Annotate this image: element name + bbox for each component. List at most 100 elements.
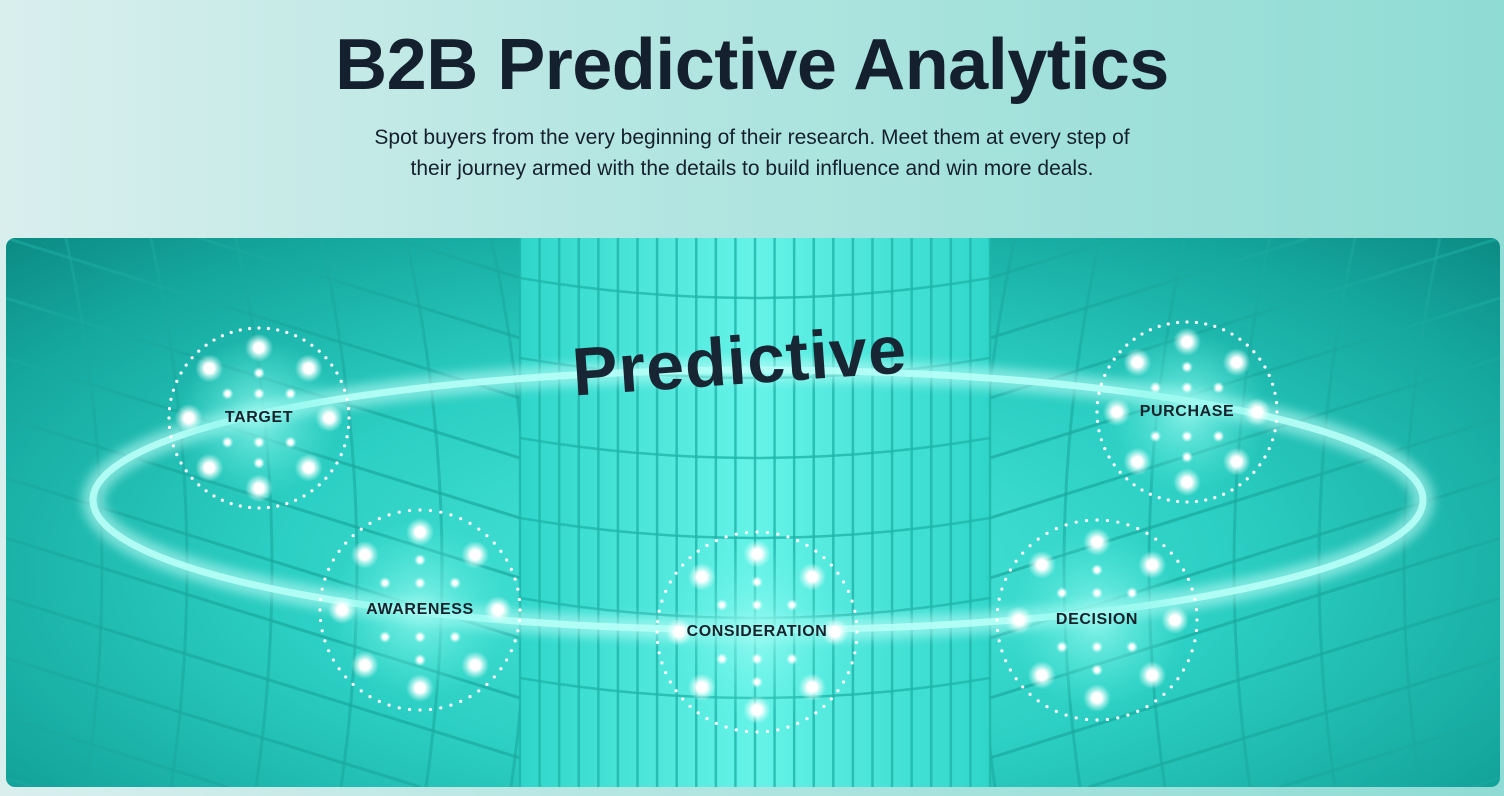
node-dot — [350, 540, 379, 569]
node-ring-dot — [1162, 692, 1166, 696]
node-ring-dot — [1140, 488, 1144, 492]
node-small-dot — [1091, 641, 1103, 653]
node-ring-dot — [1118, 350, 1122, 354]
node-small-dot — [1181, 361, 1193, 373]
node-ring-dot — [317, 483, 321, 487]
node-ring-dot — [1273, 429, 1277, 433]
node-dot — [1083, 528, 1111, 556]
node-small-dot — [414, 554, 426, 566]
page-subtitle: Spot buyers from the very beginning of t… — [0, 122, 1504, 184]
node-ring-dot — [688, 556, 692, 560]
node-ring-dot — [1182, 568, 1186, 572]
grid-line — [989, 238, 1310, 340]
node-small-dot — [1181, 381, 1193, 394]
node-ring-dot — [1107, 365, 1111, 369]
node-ring-dot — [397, 706, 401, 710]
node-ring-dot — [668, 680, 672, 684]
node-ring-dot — [1194, 499, 1199, 504]
node-dot — [687, 673, 716, 702]
node-dot — [1027, 550, 1056, 579]
node-ring-dot — [418, 508, 422, 512]
node-ring-dot — [705, 543, 709, 547]
node-glow — [330, 520, 510, 700]
node-ring-dot — [995, 618, 999, 622]
node-ring-dot — [664, 589, 668, 593]
node-ring-dot — [485, 534, 489, 538]
node-ring-dot — [1021, 685, 1025, 689]
node-ring-dot — [1045, 705, 1049, 709]
stage-node-target — [167, 326, 351, 510]
node-ring-dot — [323, 639, 327, 643]
node-ring-dot — [1169, 685, 1173, 689]
node-ring-dot — [734, 728, 738, 732]
node-ring-dot — [1045, 531, 1049, 535]
node-ring-dot — [1103, 373, 1107, 377]
node-ring-dot — [179, 461, 183, 465]
node-ring-dot — [320, 587, 324, 591]
node-ring-dot — [184, 363, 188, 367]
node-ring-dot — [1036, 699, 1040, 703]
node-ring-dot — [805, 543, 809, 547]
node-ring-dot — [836, 571, 840, 575]
node-ring-dot — [247, 326, 252, 331]
node-ring-dot — [734, 532, 738, 536]
node-ring-dot — [175, 379, 179, 383]
node-ring-dot — [765, 530, 770, 535]
node-ring-dot — [674, 689, 678, 693]
node-ring-dot — [688, 704, 692, 708]
node-ring-dot — [1140, 332, 1144, 336]
node-ring-dot — [1258, 463, 1262, 467]
node-ring-dot — [1054, 709, 1058, 713]
node-ring-dot — [1099, 438, 1104, 442]
node-ring-dot — [829, 697, 833, 701]
node-dot — [1173, 327, 1201, 356]
node-dot — [315, 404, 344, 432]
node-ring-dot — [1274, 419, 1279, 424]
node-small-dot — [1126, 587, 1138, 599]
node-ring-dot — [850, 661, 854, 665]
cylinder-line — [519, 516, 991, 540]
grid-line — [6, 656, 421, 787]
node-ring-dot — [1267, 373, 1271, 377]
node-dot — [1173, 468, 1201, 497]
node-ring-dot — [190, 356, 194, 360]
node-ring-dot — [655, 640, 660, 645]
node-ring-dot — [331, 558, 335, 562]
funnel-illustration: Predictive TARGET AWARENESS CONSIDERATIO… — [6, 238, 1500, 787]
grid-line — [1317, 238, 1357, 787]
node-ring-dot — [238, 504, 242, 508]
node-dot — [798, 673, 827, 702]
node-ring-dot — [190, 476, 194, 480]
node-ring-dot — [175, 453, 179, 457]
stage-node-awareness — [318, 508, 522, 712]
node-ring-dot — [477, 689, 481, 693]
node-ring-dot — [842, 680, 846, 684]
node-ring-dot — [1194, 320, 1199, 325]
node-ring-dot — [347, 416, 351, 420]
grid-line — [6, 776, 36, 787]
node-dot — [174, 404, 203, 432]
node-ring-dot — [285, 330, 289, 335]
node-ring-dot — [1095, 718, 1099, 722]
node-ring-dot — [337, 549, 341, 553]
subtitle-line-2: their journey armed with the details to … — [410, 157, 1094, 180]
node-ring-dot — [302, 338, 306, 342]
node-small-dot — [253, 367, 265, 379]
node-ring-dot — [1074, 520, 1078, 524]
node-small-dot — [379, 577, 391, 589]
node-ring-dot — [368, 521, 372, 525]
node-small-dot — [786, 599, 798, 611]
node-ring-dot — [1222, 328, 1226, 332]
node-ring-dot — [664, 671, 668, 675]
node-ring-dot — [449, 513, 453, 517]
node-ring-dot — [468, 695, 472, 699]
node-ring-dot — [318, 618, 323, 623]
node-ring-dot — [1084, 518, 1089, 523]
grid-line — [1062, 238, 1102, 787]
node-ring-dot — [657, 651, 661, 655]
node-ring-dot — [814, 711, 818, 715]
node-ring-dot — [1148, 328, 1152, 332]
grid-line — [6, 716, 229, 787]
node-ring-dot — [805, 717, 809, 721]
node-ring-dot — [407, 508, 412, 513]
